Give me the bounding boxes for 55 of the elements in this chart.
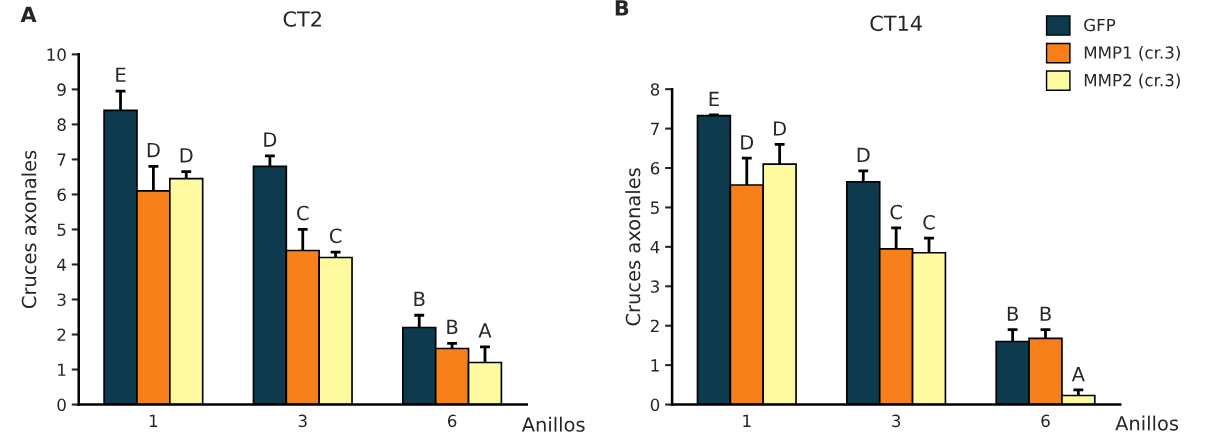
legend-label: MMP2 (cr.3) xyxy=(1084,73,1180,89)
legend-label: GFP xyxy=(1084,18,1116,32)
y-tick-label: 4 xyxy=(57,258,66,271)
y-tick-label: 4 xyxy=(650,241,660,254)
data-label: E xyxy=(709,91,719,107)
y-axis-title: Cruces axonales xyxy=(625,168,641,326)
y-tick-label: 1 xyxy=(58,363,66,376)
data-label: C xyxy=(329,228,342,244)
y-tick-label: 3 xyxy=(650,280,659,293)
x-axis-title: Anillos xyxy=(521,416,585,432)
data-label: B xyxy=(414,291,425,306)
y-tick-label: 8 xyxy=(650,83,660,96)
y-tick-label: 5 xyxy=(57,223,66,237)
x-tick-label: 3 xyxy=(298,414,307,428)
y-tick-label: 10 xyxy=(47,48,66,61)
data-label: C xyxy=(923,214,935,230)
data-label: C xyxy=(890,204,902,220)
data-label: B xyxy=(447,319,458,334)
x-tick-label: 1 xyxy=(149,414,158,427)
chart-title: CT2 xyxy=(283,11,321,27)
y-tick-label: 7 xyxy=(651,122,659,135)
y-tick-label: 9 xyxy=(57,83,66,96)
data-label: D xyxy=(147,142,160,158)
text: A xyxy=(20,6,37,23)
data-label: D xyxy=(857,147,870,162)
y-axis-title: Cruces axonales xyxy=(21,150,37,309)
y-tick-label: 2 xyxy=(650,319,659,333)
data-label: B xyxy=(1040,306,1051,321)
text: B xyxy=(615,0,629,16)
data-label: D xyxy=(741,135,754,150)
data-label: D xyxy=(264,132,277,147)
chart-title: CT14 xyxy=(870,15,922,32)
y-tick-label: 6 xyxy=(650,161,660,175)
x-axis-title: Anillos xyxy=(1115,415,1179,431)
data-label: C xyxy=(297,205,309,221)
y-tick-label: 3 xyxy=(57,293,66,307)
x-tick-label: 3 xyxy=(892,414,901,428)
y-tick-label: 2 xyxy=(57,328,66,341)
data-label: A xyxy=(1071,367,1085,382)
y-tick-label: 0 xyxy=(57,398,66,412)
data-label: D xyxy=(774,121,786,136)
data-label: A xyxy=(478,323,492,338)
y-tick-label: 0 xyxy=(650,398,660,412)
y-tick-label: 8 xyxy=(57,118,66,131)
y-tick-label: 1 xyxy=(651,359,659,372)
data-label: E xyxy=(116,67,126,82)
y-tick-label: 5 xyxy=(650,201,659,215)
y-tick-label: 7 xyxy=(57,153,66,166)
data-label: D xyxy=(180,148,193,163)
data-label: B xyxy=(1007,306,1018,321)
y-tick-label: 6 xyxy=(57,188,66,202)
legend-label: MMP1 (cr.3) xyxy=(1084,45,1180,61)
x-tick-label: 1 xyxy=(743,414,751,427)
x-tick-label: 6 xyxy=(1041,414,1050,428)
x-tick-label: 6 xyxy=(447,414,457,428)
